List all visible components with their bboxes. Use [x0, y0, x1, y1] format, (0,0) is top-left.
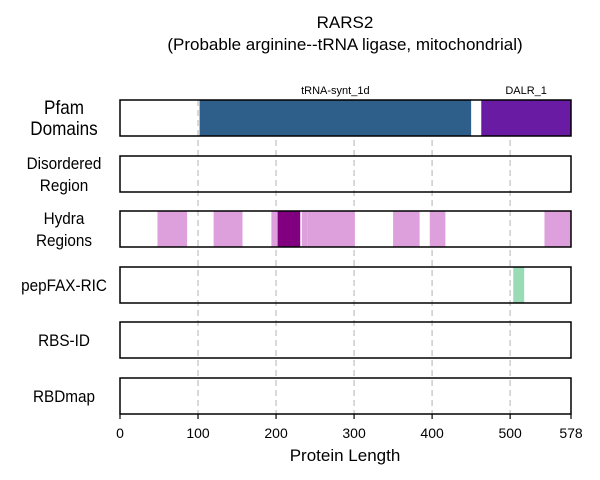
track-frame-2	[119, 210, 572, 248]
track-2-segment-7	[429, 211, 446, 247]
x-tick-label-2: 200	[264, 425, 288, 441]
track-label-1-line-0: Disordered	[27, 154, 102, 173]
x-axis: 0 100 200 300 400 500 578	[116, 414, 583, 441]
track-4: RBS-ID	[38, 321, 572, 359]
track-0-segment-0	[199, 100, 472, 136]
track-2-segment-8	[544, 211, 571, 247]
track-frame-5	[119, 377, 572, 415]
track-2-segment-6	[393, 211, 420, 247]
track-2-segment-0	[157, 211, 188, 247]
track-frame-1	[119, 155, 572, 193]
track-frame-0	[119, 99, 572, 137]
track-label-0-line-1: Domains	[30, 118, 97, 139]
x-tick-label-5: 500	[498, 425, 522, 441]
track-label-3-line-0: pepFAX-RIC	[21, 276, 107, 295]
x-tick-label-3: 300	[342, 425, 366, 441]
track-2-segment-1	[213, 211, 243, 247]
track-label-5-line-0: RBDmap	[33, 387, 95, 406]
track-label-0-line-0: Pfam	[44, 97, 84, 118]
x-tick-label-0: 0	[116, 425, 124, 441]
grid-lines	[197, 100, 511, 414]
track-3-segment-0	[513, 267, 525, 303]
track-label-2-line-1: Regions	[36, 231, 92, 250]
track-2-segment-2	[271, 211, 278, 247]
track-label-1-line-1: Region	[40, 176, 88, 195]
chart-subtitle: (Probable arginine--tRNA ligase, mitocho…	[167, 35, 522, 54]
x-tick-label-6: 578	[559, 425, 583, 441]
track-2-segment-5	[307, 211, 355, 247]
track-0-segment-1	[481, 100, 571, 136]
track-2-segment-4	[301, 211, 308, 247]
x-tick-label-4: 400	[420, 425, 444, 441]
segment-label-0-0: tRNA-synt_1d	[301, 85, 369, 97]
x-tick-label-1: 100	[186, 425, 210, 441]
track-frame-3	[119, 266, 572, 304]
track-1: Disordered Region	[27, 154, 572, 195]
track-label-2-line-0: Hydra	[44, 209, 85, 228]
segment-label-0-1: DALR_1	[505, 85, 547, 97]
track-3: pepFAX-RIC	[21, 266, 572, 304]
track-label-4-line-0: RBS-ID	[38, 331, 90, 350]
track-5: RBDmap	[33, 377, 572, 415]
track-2-segment-3	[277, 211, 301, 247]
x-axis-label: Protein Length	[290, 446, 401, 465]
track-frame-4	[119, 321, 572, 359]
track-2: Hydra Regions	[36, 209, 572, 250]
chart-title: RARS2	[317, 13, 374, 32]
